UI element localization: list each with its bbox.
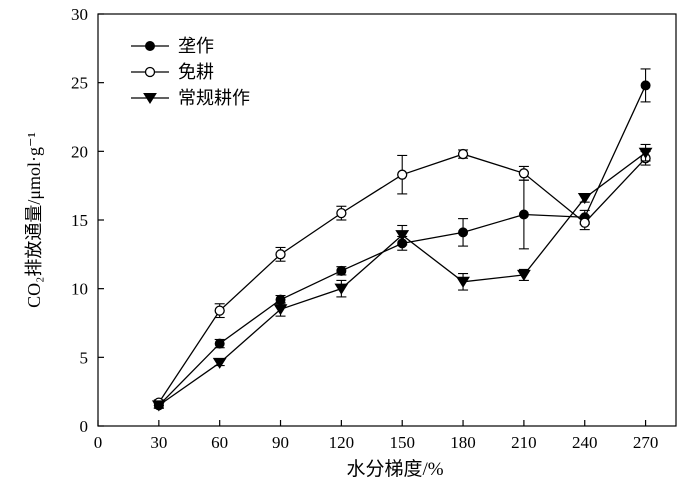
data-point	[457, 148, 469, 160]
x-tick-label: 240	[572, 433, 598, 452]
data-point	[151, 400, 166, 412]
series-3	[151, 143, 653, 412]
data-point	[395, 230, 410, 242]
x-tick-label: 150	[389, 433, 415, 452]
legend-marker	[145, 41, 155, 51]
data-point	[638, 147, 653, 159]
data-point	[516, 269, 531, 281]
data-point	[214, 305, 225, 316]
y-tick-label: 20	[71, 142, 88, 161]
x-tick-label: 180	[450, 433, 476, 452]
legend-marker	[144, 66, 156, 78]
series-layer	[151, 68, 653, 412]
data-point	[214, 338, 225, 349]
data-point	[336, 207, 347, 219]
y-axis-label: CO₂排放通量/μmol·g⁻¹	[24, 132, 44, 308]
legend-label: 免耕	[178, 62, 214, 82]
data-point	[640, 80, 651, 91]
data-point	[577, 193, 592, 205]
x-tick-label: 270	[633, 433, 659, 452]
legend-label: 垄作	[178, 36, 214, 56]
data-point	[212, 357, 227, 369]
y-tick-label: 15	[71, 211, 88, 230]
x-axis-label: 水分梯度/%	[346, 458, 443, 480]
x-tick-label: 120	[329, 433, 355, 452]
data-point	[336, 265, 347, 276]
data-point	[518, 168, 530, 179]
data-point	[334, 283, 349, 295]
x-tick-label: 30	[150, 433, 167, 452]
y-tick-label: 10	[71, 280, 88, 299]
data-point	[275, 249, 286, 260]
x-tick-label: 60	[211, 433, 228, 452]
data-point	[397, 169, 408, 180]
legend-label: 常规耕作	[178, 88, 250, 108]
x-axis-ticks: 0 30 60 90 120 150 180 210 240 270	[94, 420, 659, 452]
y-tick-label: 0	[80, 417, 89, 436]
legend-item-2: 免耕	[131, 62, 214, 82]
legend-marker	[143, 93, 157, 105]
y-tick-label: 25	[71, 74, 88, 93]
data-point	[458, 227, 469, 238]
x-tick-label: 0	[94, 433, 103, 452]
y-tick-label: 30	[71, 5, 88, 24]
y-axis-ticks: 0 5 10 15 20 25 30	[71, 5, 104, 436]
x-tick-label: 90	[272, 433, 289, 452]
legend-item-3: 常规耕作	[131, 88, 250, 108]
data-point	[273, 304, 288, 316]
data-point	[579, 217, 590, 228]
data-point	[456, 276, 470, 288]
legend-item-1: 垄作	[131, 36, 214, 56]
data-point	[518, 209, 529, 220]
y-tick-label: 5	[80, 348, 89, 367]
x-tick-label: 210	[511, 433, 537, 452]
series-2	[153, 148, 651, 408]
